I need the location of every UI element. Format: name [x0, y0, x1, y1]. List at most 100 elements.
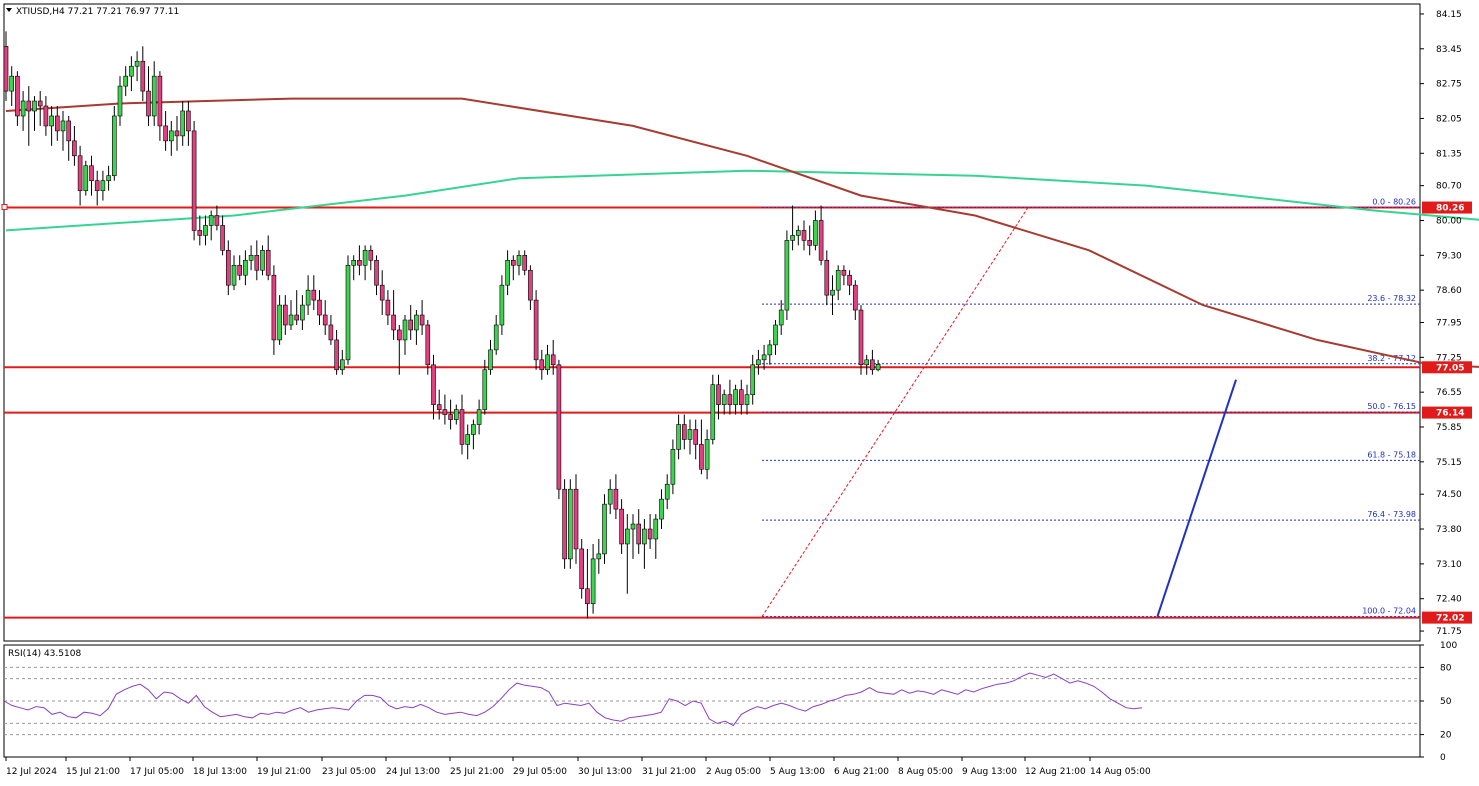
- candle-body: [112, 115, 117, 176]
- candle-body: [516, 255, 522, 266]
- candle-body: [624, 528, 630, 545]
- candle-body: [305, 289, 311, 306]
- fib-level-label: 76.4 - 73.98: [1367, 510, 1416, 519]
- triangle-down-icon[interactable]: [6, 8, 12, 12]
- x-tick-label: 19 Jul 21:00: [257, 767, 311, 777]
- candle-body: [636, 523, 642, 545]
- candle-body: [847, 274, 852, 286]
- rsi-line: [3, 672, 1143, 727]
- candle-body: [20, 100, 26, 117]
- fib-level-label: 50.0 - 76.15: [1367, 402, 1416, 411]
- candle-body: [545, 354, 550, 371]
- rsi-y-tick-label: 100: [1440, 641, 1457, 651]
- candle-body: [750, 364, 756, 395]
- y-tick-label: 81.35: [1436, 149, 1462, 159]
- candle-body: [163, 125, 168, 142]
- candle-body: [630, 523, 636, 530]
- moving-average-slow: [5, 169, 1479, 232]
- candle-body: [687, 429, 693, 440]
- candle-body: [807, 240, 813, 246]
- y-tick-label: 84.15: [1436, 10, 1462, 20]
- x-tick-label: 15 Jul 21:00: [66, 767, 120, 777]
- candle-body: [773, 324, 778, 346]
- candle-body: [54, 115, 60, 132]
- candle-body: [488, 349, 493, 371]
- candle-body: [385, 299, 391, 316]
- rsi-y-tick-label: 80: [1440, 663, 1452, 673]
- price-tag-label: 80.26: [1436, 204, 1464, 214]
- candle-body: [875, 364, 881, 371]
- candle-body: [265, 250, 271, 276]
- candle-body: [260, 250, 265, 271]
- candle-body: [642, 528, 647, 545]
- candle-body: [203, 225, 208, 236]
- candle-body: [32, 100, 37, 112]
- candle-body: [499, 284, 505, 326]
- candle-body: [66, 120, 71, 142]
- candle-body: [870, 359, 875, 371]
- candle-body: [214, 215, 220, 226]
- candle-body: [436, 404, 442, 410]
- x-tick-label: 29 Jul 05:00: [513, 767, 567, 777]
- y-tick-label: 78.60: [1436, 286, 1462, 296]
- candle-body: [573, 488, 579, 550]
- price-tag-bg: [1422, 361, 1472, 374]
- candle-body: [100, 180, 106, 191]
- price-tag-label: 77.05: [1436, 363, 1464, 373]
- candle-body: [106, 175, 111, 181]
- candle-body: [243, 259, 248, 276]
- rsi-y-tick-label: 0: [1440, 753, 1446, 763]
- candle-body: [864, 359, 870, 366]
- level-anchor-handle[interactable]: [1, 204, 8, 211]
- price-tag-label: 72.02: [1436, 614, 1464, 624]
- price-tag-label: 76.14: [1436, 409, 1464, 419]
- candle-body: [186, 110, 191, 132]
- candle-body: [254, 255, 260, 271]
- x-tick-label: 5 Aug 13:00: [770, 767, 825, 777]
- candle-body: [431, 364, 436, 405]
- y-tick-label: 80.00: [1436, 216, 1462, 226]
- candle-body: [471, 424, 476, 435]
- candle-body: [72, 140, 77, 157]
- candle-body: [681, 424, 687, 440]
- candle-body: [140, 60, 146, 92]
- candle-body: [3, 46, 9, 92]
- candle-body: [579, 548, 585, 590]
- candle-body: [362, 250, 368, 266]
- fib-level-label: 38.2 - 77.12: [1367, 354, 1416, 363]
- candle-body: [180, 110, 185, 137]
- candle-body: [801, 230, 807, 241]
- candle-body: [653, 518, 659, 540]
- candle-body: [676, 424, 681, 450]
- support-trendline[interactable]: [1156, 379, 1237, 617]
- candle-body: [191, 130, 197, 231]
- candle-body: [693, 429, 699, 445]
- candle-body: [328, 324, 334, 341]
- candle-body: [294, 314, 300, 321]
- candle-body: [852, 284, 858, 311]
- candle-body: [391, 314, 396, 331]
- candle-body: [756, 359, 761, 366]
- candle-body: [77, 155, 83, 191]
- candle-body: [248, 255, 254, 261]
- x-tick-label: 30 Jul 13:00: [578, 767, 632, 777]
- candle-body: [408, 319, 414, 331]
- candle-body: [146, 90, 151, 117]
- candle-body: [716, 384, 721, 405]
- candle-body: [784, 240, 790, 311]
- x-tick-label: 9 Aug 13:00: [962, 767, 1017, 777]
- y-tick-label: 82.05: [1436, 114, 1462, 124]
- y-tick-label: 80.70: [1436, 182, 1462, 192]
- candle-body: [556, 364, 562, 490]
- candle-body: [647, 528, 653, 540]
- y-tick-label: 77.25: [1436, 353, 1462, 363]
- candle-body: [339, 359, 345, 371]
- candle-body: [282, 304, 288, 326]
- candle-body: [351, 259, 357, 266]
- x-tick-label: 17 Jul 05:00: [130, 767, 184, 777]
- candle-body: [733, 389, 738, 405]
- candle-body: [379, 284, 385, 301]
- x-tick-label: 18 Jul 13:00: [193, 767, 247, 777]
